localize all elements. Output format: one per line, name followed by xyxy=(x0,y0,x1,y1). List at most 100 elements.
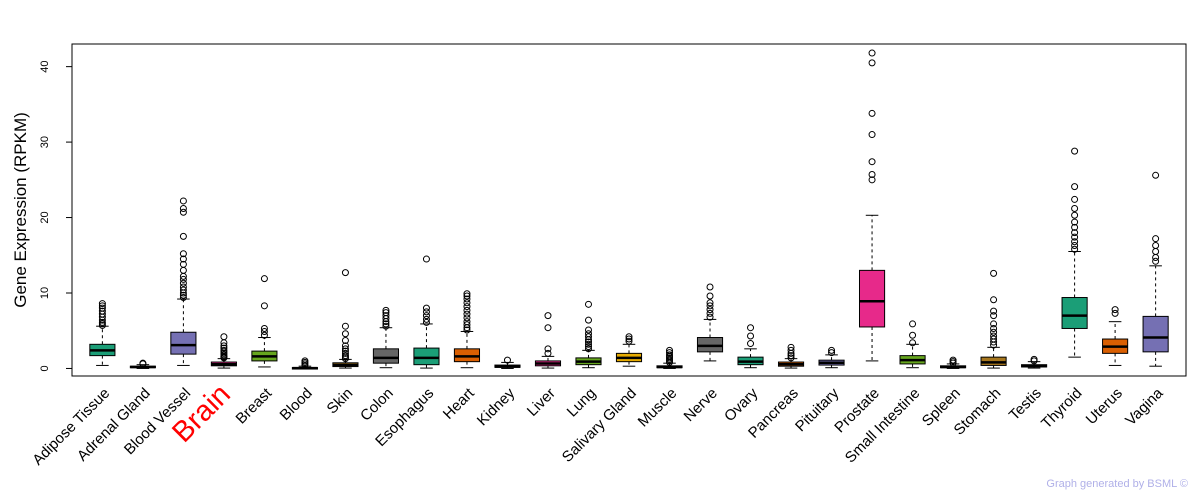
outlier-point xyxy=(98,307,106,315)
outlier-point xyxy=(868,59,876,67)
credit-text: Graph generated by BSML © xyxy=(1046,478,1188,490)
outlier-point xyxy=(584,345,592,353)
outlier-point xyxy=(584,316,592,324)
outlier-point xyxy=(584,330,592,338)
outlier-point xyxy=(422,315,430,323)
outlier-point xyxy=(544,349,552,357)
outlier-point xyxy=(1152,257,1160,265)
outlier-point xyxy=(747,324,755,332)
y-tick-label: 10 xyxy=(39,287,51,299)
outlier-point xyxy=(747,340,755,348)
outlier-point xyxy=(179,197,187,205)
outlier-point xyxy=(584,343,592,351)
outlier-point xyxy=(341,345,349,353)
outlier-point xyxy=(341,269,349,277)
outlier-point xyxy=(706,309,714,317)
outlier-point xyxy=(1071,245,1079,253)
outlier-point xyxy=(179,291,187,299)
outlier-point xyxy=(179,283,187,291)
outlier-point xyxy=(787,352,795,360)
y-axis-label: Gene Expression (RPKM) xyxy=(11,112,30,308)
outlier-point xyxy=(868,109,876,117)
outlier-point xyxy=(990,335,998,343)
outlier-point xyxy=(260,331,268,339)
x-tick-label: Thyroid xyxy=(1038,385,1085,432)
outlier-point xyxy=(909,331,917,339)
outlier-point xyxy=(463,326,471,334)
box-prostate xyxy=(858,269,886,328)
outlier-point xyxy=(909,339,917,347)
outlier-point xyxy=(909,320,917,328)
x-tick-label: Blood xyxy=(277,385,316,424)
outlier-point xyxy=(179,275,187,283)
x-tick-label: Liver xyxy=(524,385,559,420)
outlier-point xyxy=(1071,211,1079,219)
outlier-point xyxy=(990,320,998,328)
box-blood-vessel xyxy=(170,331,197,355)
outlier-point xyxy=(990,296,998,304)
outlier-point xyxy=(625,333,633,341)
outlier-point xyxy=(584,333,592,341)
outlier-point xyxy=(463,292,471,300)
box-esophagus xyxy=(413,347,440,366)
outlier-point xyxy=(990,332,998,340)
outlier-point xyxy=(1152,171,1160,179)
outlier-point xyxy=(706,302,714,310)
outlier-point xyxy=(1030,355,1038,363)
outlier-point xyxy=(341,349,349,357)
outlier-point xyxy=(179,204,187,212)
x-tick-label: Lung xyxy=(564,385,600,421)
outlier-point xyxy=(666,349,674,357)
outlier-point xyxy=(1111,306,1119,314)
outlier-point xyxy=(787,354,795,362)
x-tick-label: Skin xyxy=(324,385,357,418)
outlier-point xyxy=(584,340,592,348)
outlier-point xyxy=(666,346,674,354)
outlier-point xyxy=(179,232,187,240)
outlier-point xyxy=(868,49,876,57)
outlier-point xyxy=(1152,235,1160,243)
outlier-point xyxy=(260,324,268,332)
x-tick-label: Uterus xyxy=(1083,385,1126,428)
outlier-point xyxy=(220,344,228,352)
x-tick-label: Breast xyxy=(233,384,276,427)
outlier-point xyxy=(463,299,471,307)
outlier-point xyxy=(544,324,552,332)
outlier-point xyxy=(179,294,187,302)
outlier-point xyxy=(503,356,511,364)
outlier-point xyxy=(422,255,430,263)
outlier-point xyxy=(463,314,471,322)
outlier-point xyxy=(544,345,552,353)
outlier-point xyxy=(868,176,876,184)
outlier-point xyxy=(382,320,390,328)
outlier-point xyxy=(990,307,998,315)
outlier-point xyxy=(382,306,390,314)
outlier-point xyxy=(220,333,228,341)
outlier-point xyxy=(463,321,471,329)
x-tick-label: Heart xyxy=(440,384,479,423)
outlier-point xyxy=(179,250,187,258)
outlier-point xyxy=(179,208,187,216)
outlier-point xyxy=(463,306,471,314)
outlier-point xyxy=(1152,254,1160,262)
outlier-point xyxy=(666,351,674,359)
outlier-point xyxy=(747,332,755,340)
outlier-point xyxy=(98,318,106,326)
outlier-point xyxy=(1071,229,1079,237)
plot-frame xyxy=(71,43,1187,377)
outlier-point xyxy=(868,171,876,179)
x-tick-label: Vagina xyxy=(1122,384,1167,429)
outlier-point xyxy=(463,290,471,298)
y-tick-label: 40 xyxy=(39,61,51,73)
outlier-point xyxy=(179,279,187,287)
outlier-point xyxy=(422,318,430,326)
outlier-point xyxy=(179,286,187,294)
outlier-point xyxy=(706,283,714,291)
outlier-point xyxy=(382,309,390,317)
outlier-point xyxy=(260,302,268,310)
x-tick-label: Muscle xyxy=(635,385,681,431)
outlier-point xyxy=(341,342,349,350)
outlier-point xyxy=(584,338,592,346)
outlier-point xyxy=(422,304,430,312)
